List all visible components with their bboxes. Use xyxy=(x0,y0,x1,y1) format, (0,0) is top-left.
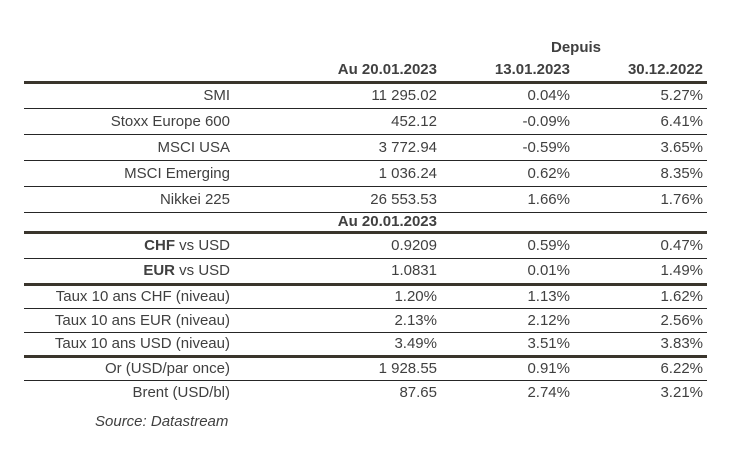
value-since-13-01: 0.62% xyxy=(445,160,578,187)
row-label: Nikkei 225 xyxy=(24,186,244,213)
table-row-chf-vs-usd: CHF vs USD 0.9209 0.59% 0.47% xyxy=(24,232,708,259)
depuis-merged-header: Depuis xyxy=(551,38,602,56)
value-since-30-12: 6.22% xyxy=(578,356,708,381)
table-row-taux-10-ans-usd: Taux 10 ans USD (niveau) 3.49% 3.51% 3.8… xyxy=(24,332,708,358)
value-level: 11 295.02 xyxy=(244,82,445,109)
value-since-30-12: 0.47% xyxy=(578,232,708,259)
value-since-30-12: 3.83% xyxy=(578,332,708,358)
value-level: 26 553.53 xyxy=(244,186,445,213)
value-since-30-12: 1.76% xyxy=(578,186,708,213)
value-since-30-12: 1.62% xyxy=(578,284,708,309)
row-label-suffix: vs USD xyxy=(174,262,230,279)
table-row-taux-10-ans-chf: Taux 10 ans CHF (niveau) 1.20% 1.13% 1.6… xyxy=(24,284,708,309)
value-since-13-01: 2.74% xyxy=(527,383,570,401)
value-since-13-01: -0.09% xyxy=(445,108,578,135)
value-level: 3 772.94 xyxy=(244,134,445,161)
value-level: 2.13% xyxy=(244,308,445,333)
source-attribution: Source: Datastream xyxy=(95,413,229,430)
value-level: 452.12 xyxy=(244,108,445,135)
table-row-smi: SMI 11 295.02 0.04% 5.27% xyxy=(24,82,708,109)
row-label: EUR vs USD xyxy=(24,258,244,286)
row-label: Brent (USD/bl) xyxy=(132,383,230,401)
empty-cell xyxy=(578,212,708,234)
depuis-header-row: Depuis xyxy=(24,36,707,58)
value-level: 0.9209 xyxy=(244,232,445,259)
value-since-13-01: 0.04% xyxy=(445,82,578,109)
currency-code: CHF xyxy=(144,237,175,254)
value-level: 1.0831 xyxy=(244,258,445,286)
value-since-13-01: 1.66% xyxy=(445,186,578,213)
table-row-stoxx-europe-600: Stoxx Europe 600 452.12 -0.09% 6.41% xyxy=(24,108,708,135)
table-row-msci-usa: MSCI USA 3 772.94 -0.59% 3.65% xyxy=(24,134,708,161)
currency-code: EUR xyxy=(143,262,175,279)
empty-cell xyxy=(24,212,244,234)
column-header-since-30-12: 30.12.2022 xyxy=(578,58,708,84)
value-since-13-01: 0.59% xyxy=(445,232,578,259)
row-label: CHF vs USD xyxy=(24,232,244,259)
column-header-row: Au 20.01.2023 13.01.2023 30.12.2022 xyxy=(24,58,708,84)
row-label: SMI xyxy=(24,82,244,109)
table-row-nikkei-225: Nikkei 225 26 553.53 1.66% 1.76% xyxy=(24,186,708,213)
value-since-13-01: 0.01% xyxy=(445,258,578,286)
value-level: 3.49% xyxy=(244,332,445,358)
value-since-30-12: 3.21% xyxy=(660,383,704,401)
value-level: 87.65 xyxy=(399,383,437,401)
row-label: Taux 10 ans CHF (niveau) xyxy=(24,284,244,309)
market-table-sheet: Depuis Au 20.01.2023 13.01.2023 30.12.20… xyxy=(24,36,708,430)
value-level: 1 928.55 xyxy=(244,356,445,381)
subheader-date-label: Au 20.01.2023 xyxy=(244,212,445,234)
value-since-13-01: 3.51% xyxy=(445,332,578,358)
table-row-brent: Brent (USD/bl) 87.65 2.74% 3.21% xyxy=(24,380,707,404)
table-row-taux-10-ans-eur: Taux 10 ans EUR (niveau) 2.13% 2.12% 2.5… xyxy=(24,308,708,333)
row-label: Taux 10 ans USD (niveau) xyxy=(24,332,244,358)
row-label-suffix: vs USD xyxy=(174,237,230,254)
value-since-13-01: 2.12% xyxy=(445,308,578,333)
empty-cell xyxy=(445,212,578,234)
column-header-level: Au 20.01.2023 xyxy=(244,58,445,84)
table-row-eur-vs-usd: EUR vs USD 1.0831 0.01% 1.49% xyxy=(24,258,708,286)
row-label: Stoxx Europe 600 xyxy=(24,108,244,135)
value-since-30-12: 8.35% xyxy=(578,160,708,187)
value-since-30-12: 3.65% xyxy=(578,134,708,161)
row-label: Taux 10 ans EUR (niveau) xyxy=(24,308,244,333)
market-data-table: Depuis Au 20.01.2023 13.01.2023 30.12.20… xyxy=(24,36,708,404)
value-since-13-01: -0.59% xyxy=(445,134,578,161)
empty-cell xyxy=(24,58,244,84)
subheader-row: Au 20.01.2023 xyxy=(24,212,708,234)
row-label: MSCI USA xyxy=(24,134,244,161)
row-label: Or (USD/par once) xyxy=(24,356,244,381)
value-since-30-12: 1.49% xyxy=(578,258,708,286)
value-level: 1 036.24 xyxy=(244,160,445,187)
row-label: MSCI Emerging xyxy=(24,160,244,187)
value-since-13-01: 0.91% xyxy=(445,356,578,381)
table-row-msci-emerging: MSCI Emerging 1 036.24 0.62% 8.35% xyxy=(24,160,708,187)
column-header-since-13-01: 13.01.2023 xyxy=(445,58,578,84)
value-since-30-12: 6.41% xyxy=(578,108,708,135)
value-since-30-12: 2.56% xyxy=(578,308,708,333)
value-since-13-01: 1.13% xyxy=(445,284,578,309)
table-row-or: Or (USD/par once) 1 928.55 0.91% 6.22% xyxy=(24,356,708,381)
value-level: 1.20% xyxy=(244,284,445,309)
value-since-30-12: 5.27% xyxy=(578,82,708,109)
empty-cell xyxy=(244,36,445,58)
empty-cell xyxy=(24,36,244,58)
